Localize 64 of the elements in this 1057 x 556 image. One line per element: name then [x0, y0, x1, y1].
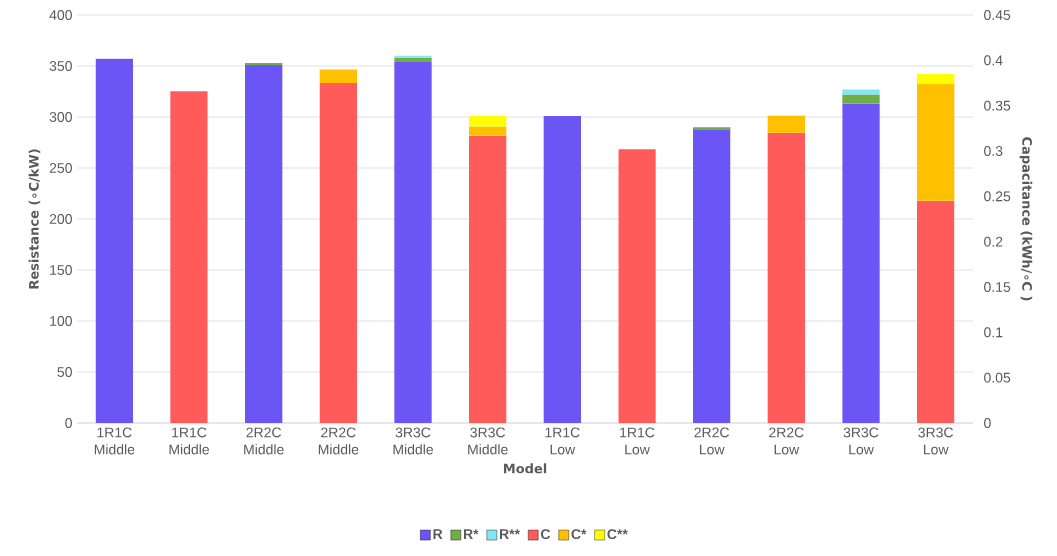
bar [469, 115, 507, 127]
bar [170, 91, 208, 423]
bar [767, 115, 806, 133]
bar [767, 132, 806, 423]
y-tick-label: 50 [57, 367, 72, 377]
bar [319, 82, 358, 423]
y-tick-label: 300 [49, 112, 72, 122]
bar [319, 69, 358, 83]
bar [394, 57, 432, 62]
y-tick-label: 350 [49, 61, 72, 71]
y2-tick-label: 0.2 [984, 236, 1003, 247]
y-tick-label: 250 [49, 163, 72, 173]
x-tick-label: 2R2C Middle [244, 427, 284, 455]
bar [95, 58, 134, 423]
bar [693, 129, 731, 423]
y-tick-label: 200 [49, 214, 72, 224]
bar [394, 61, 432, 423]
legend-label: C** [607, 529, 628, 540]
y2-axis-title: Capacitance (kWh/∘C ) [1019, 137, 1033, 301]
bar [469, 135, 507, 423]
legend-label: C [540, 529, 551, 540]
bar [394, 55, 432, 58]
bar [618, 149, 656, 423]
y-tick-label: 150 [50, 265, 72, 275]
bar [245, 62, 283, 65]
y2-tick-label: 0.25 [984, 191, 1011, 202]
y-axis-title: Resistance (∘C/kW) [28, 149, 41, 289]
x-tick-label: 1R1C Low [545, 427, 580, 455]
bar [842, 103, 880, 423]
x-tick-label: 1R1C Middle [94, 427, 135, 455]
y2-tick-label: 0.4 [984, 55, 1003, 66]
x-tick-label: 3R3C Middle [468, 427, 508, 455]
bar [917, 200, 955, 423]
x-tick-label: 3R3C Middle [393, 427, 433, 455]
bar [842, 89, 880, 95]
y-tick-label: 100 [50, 316, 72, 326]
bar [245, 64, 283, 423]
bar [469, 126, 507, 136]
y2-tick-label: 0.05 [984, 372, 1011, 383]
x-tick-label: 3R3C Low [918, 427, 954, 455]
bar [917, 73, 955, 84]
y2-tick-label: 0 [984, 418, 991, 428]
legend-label: R [433, 529, 443, 539]
x-axis-title: Model [503, 463, 547, 474]
x-tick-label: 1R1C Middle [169, 427, 209, 455]
y-tick-label: 400 [49, 10, 72, 20]
legend-label: C* [571, 529, 587, 540]
y2-tick-label: 0.35 [984, 100, 1011, 111]
legend-label: R** [499, 529, 520, 539]
y2-tick-label: 0.15 [984, 282, 1011, 292]
bar [543, 115, 582, 423]
x-tick-label: 1R1C Low [620, 427, 655, 455]
x-tick-label: 2R2C Low [694, 427, 730, 455]
bar [917, 83, 955, 201]
bar [842, 94, 880, 104]
y2-tick-label: 0.45 [984, 10, 1011, 20]
bar [693, 127, 731, 130]
y-tick-label: 0 [65, 418, 72, 428]
x-tick-label: 2R2C Middle [318, 427, 359, 455]
y2-tick-label: 0.1 [984, 327, 1003, 338]
x-tick-label: 2R2C Low [769, 427, 804, 455]
legend-label: R* [463, 529, 479, 539]
x-tick-label: 3R3C Low [843, 427, 879, 455]
y2-tick-label: 0.3 [984, 146, 1003, 156]
